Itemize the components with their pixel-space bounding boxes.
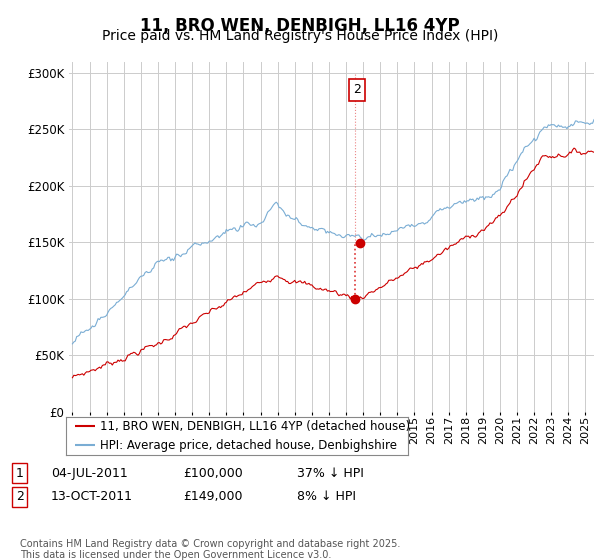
- Text: 2: 2: [16, 490, 24, 503]
- Text: Contains HM Land Registry data © Crown copyright and database right 2025.
This d: Contains HM Land Registry data © Crown c…: [20, 539, 400, 560]
- Text: £100,000: £100,000: [183, 466, 243, 480]
- Text: HPI: Average price, detached house, Denbighshire: HPI: Average price, detached house, Denb…: [100, 438, 397, 452]
- Text: 8% ↓ HPI: 8% ↓ HPI: [297, 490, 356, 503]
- Text: 11, BRO WEN, DENBIGH, LL16 4YP: 11, BRO WEN, DENBIGH, LL16 4YP: [140, 17, 460, 35]
- Text: 11, BRO WEN, DENBIGH, LL16 4YP (detached house): 11, BRO WEN, DENBIGH, LL16 4YP (detached…: [100, 419, 410, 433]
- Text: £149,000: £149,000: [183, 490, 242, 503]
- Text: 1: 1: [16, 466, 24, 480]
- Text: 2: 2: [353, 83, 361, 96]
- Text: 37% ↓ HPI: 37% ↓ HPI: [297, 466, 364, 480]
- Text: Price paid vs. HM Land Registry's House Price Index (HPI): Price paid vs. HM Land Registry's House …: [102, 29, 498, 43]
- Text: 13-OCT-2011: 13-OCT-2011: [51, 490, 133, 503]
- Text: 04-JUL-2011: 04-JUL-2011: [51, 466, 128, 480]
